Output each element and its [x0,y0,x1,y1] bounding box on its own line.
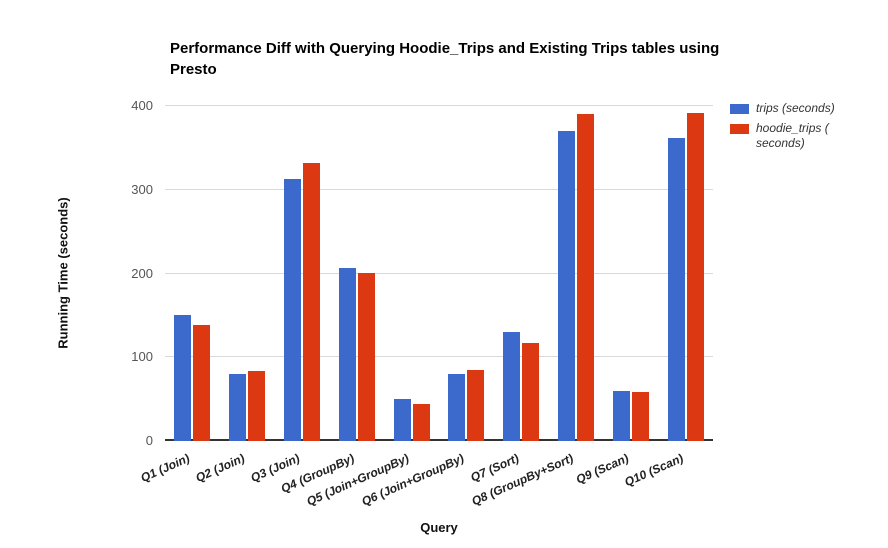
bar-group-q4 [329,106,384,441]
legend-swatch-hoodie-trips [730,124,749,134]
bar [467,369,485,441]
bar [229,374,247,441]
bar [667,137,685,441]
bar [338,267,356,441]
legend-label-trips: trips (seconds) [756,101,835,115]
bar-group-q1 [165,106,220,441]
legend: trips (seconds) hoodie_trips ( seconds) [730,101,880,156]
legend-item-trips: trips (seconds) [730,101,880,116]
bar [612,390,630,441]
bar [576,114,594,441]
legend-label-hoodie-trips: hoodie_trips ( seconds) [756,121,829,150]
bar [283,178,301,441]
bar [357,272,375,441]
bar-group-q7 [494,106,549,441]
x-axis-tick-labels: Q1 (Join) Q2 (Join) Q3 (Join) Q4 (GroupBy) Q… [139,441,713,511]
x-tick-label: Q6 (Join+GroupBy) [359,451,467,509]
bar [174,315,192,441]
bar [193,325,211,441]
legend-item-hoodie-trips: hoodie_trips ( seconds) [730,121,880,151]
gridline [165,272,713,274]
y-tick-label: 200 [131,265,153,281]
bar-group-q9 [603,106,658,441]
bar [686,112,704,441]
bar-group-q6 [439,106,494,441]
legend-swatch-trips [730,104,749,114]
y-tick-label: 400 [131,98,153,113]
bar [557,131,575,441]
gridline [165,105,713,106]
bar [448,374,466,441]
y-tick-label: 0 [145,433,153,448]
bar-group-q2 [220,106,275,441]
y-tick-label: 100 [131,349,153,365]
bar-group-q5 [384,106,439,441]
bar [522,343,540,441]
x-tick-label: Q1 (Join) [138,451,193,485]
bar-group-q10 [658,106,713,441]
bar-group-q3 [275,106,330,441]
bar [503,332,521,441]
plot-area [165,105,713,441]
gridline [165,188,713,190]
bar-series [165,106,713,441]
bar [393,399,411,441]
x-tick-label: Q8 (GroupBy+Sort) [469,451,576,509]
bar [412,404,430,441]
bar [302,162,320,441]
chart-title: Performance Diff with Querying Hoodie_Tr… [170,40,720,78]
y-tick-label: 300 [131,181,153,197]
x-tick-label: Q9 (Scan) [573,451,631,487]
x-axis-baseline [165,439,713,441]
bar [631,391,649,441]
x-tick-label: Q2 (Join) [193,451,247,485]
x-tick-label: Q10 (Scan) [622,451,686,490]
gridline [165,356,713,358]
bar [248,370,266,441]
bar-group-q8 [549,106,604,441]
x-axis-title: Query [420,520,458,535]
y-axis-tick-labels: 0 100 200 300 400 [0,98,153,448]
